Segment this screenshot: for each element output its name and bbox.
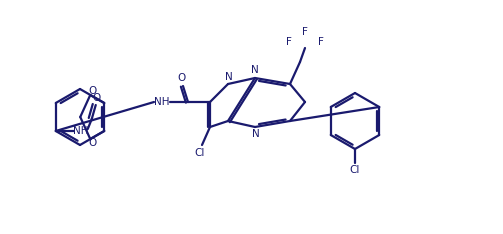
Text: N: N bbox=[225, 72, 233, 82]
Text: F: F bbox=[302, 27, 308, 37]
Text: NH: NH bbox=[154, 97, 170, 107]
Text: O: O bbox=[93, 93, 101, 103]
Text: N: N bbox=[252, 129, 260, 139]
Text: F: F bbox=[318, 37, 324, 47]
Text: O: O bbox=[88, 138, 97, 148]
Text: O: O bbox=[88, 86, 97, 96]
Text: NH: NH bbox=[73, 126, 89, 136]
Text: F: F bbox=[286, 37, 292, 47]
Text: N: N bbox=[251, 65, 259, 75]
Text: Cl: Cl bbox=[350, 165, 360, 175]
Text: Cl: Cl bbox=[195, 148, 205, 158]
Text: O: O bbox=[178, 73, 186, 83]
